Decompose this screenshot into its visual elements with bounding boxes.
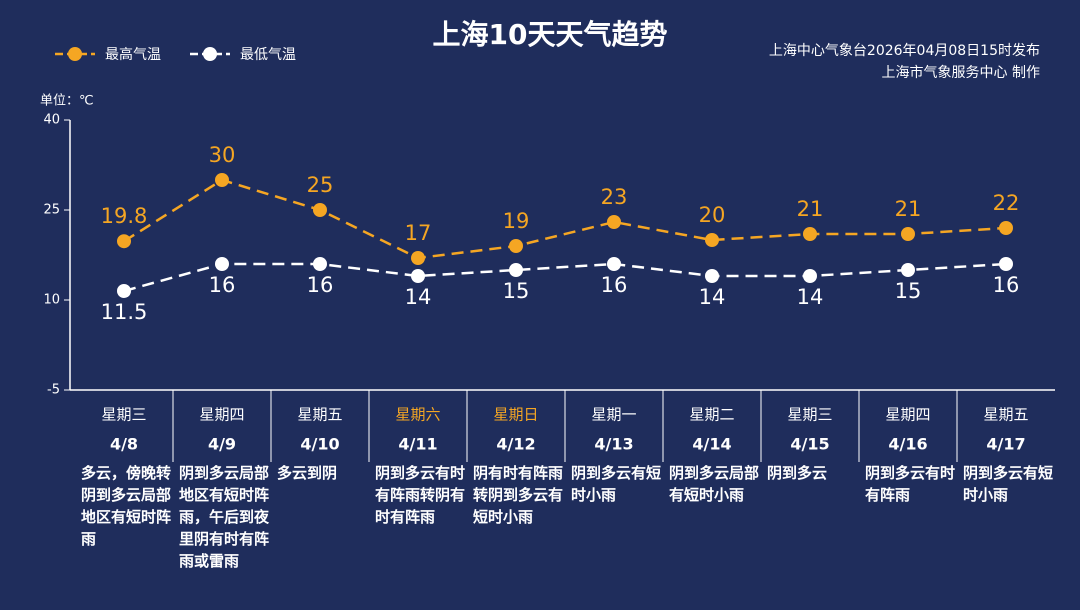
point — [509, 239, 523, 253]
x-tick-label: 4/15 — [790, 435, 829, 454]
data-label: 19.8 — [101, 204, 148, 228]
point — [215, 257, 229, 271]
weekday-label: 星期四 — [199, 406, 244, 424]
x-tick-label: 4/10 — [300, 435, 339, 454]
weekday-label: 星期三 — [101, 406, 146, 424]
data-label: 21 — [797, 197, 824, 221]
legend-label: 最高气温 — [105, 46, 161, 63]
x-tick-label: 4/17 — [986, 435, 1025, 454]
source: 上海中心气象台2026年04月08日15时发布 — [769, 43, 1040, 59]
weekday-label: 星期二 — [689, 406, 734, 424]
data-label: 22 — [993, 191, 1020, 215]
weekday-label: 星期五 — [983, 406, 1028, 424]
weekday-label: 星期六 — [395, 406, 440, 424]
weekday-label: 星期一 — [591, 406, 636, 424]
data-label: 16 — [209, 273, 236, 297]
weather-description: 阴到多云局部有短时小雨 — [669, 464, 760, 504]
y-tick-label: 40 — [43, 113, 60, 128]
source: 上海市气象服务中心 制作 — [882, 64, 1040, 81]
weekday-label: 星期日 — [493, 406, 538, 424]
data-label: 25 — [307, 173, 334, 197]
point — [607, 215, 621, 229]
data-label: 14 — [405, 285, 432, 309]
x-tick-label: 4/16 — [888, 435, 927, 454]
data-label: 15 — [503, 279, 530, 303]
weather-description: 多云，傍晚转阴到多云局部地区有短时阵雨 — [81, 464, 172, 548]
data-label: 30 — [209, 143, 236, 167]
x-tick-label: 4/9 — [208, 435, 236, 454]
y-tick-label: 10 — [43, 293, 60, 308]
data-label: 14 — [797, 285, 824, 309]
weekday-label: 星期三 — [787, 406, 832, 424]
y-tick-label: 25 — [43, 203, 60, 218]
series-line — [123, 262, 1007, 293]
weather-description: 多云到阴 — [277, 464, 338, 482]
legend-marker — [203, 47, 217, 61]
point — [313, 257, 327, 271]
point — [705, 233, 719, 247]
data-label: 16 — [307, 273, 334, 297]
weekday-label: 星期五 — [297, 406, 342, 424]
weather-description: 阴到多云有短时小雨 — [963, 464, 1054, 504]
chart-title: 上海10天天气趋势 — [433, 18, 668, 51]
point — [705, 269, 719, 283]
x-tick-label: 4/12 — [496, 435, 535, 454]
series-line — [123, 178, 1007, 260]
weather-description: 阴到多云有短时小雨 — [571, 464, 662, 504]
data-label: 23 — [601, 185, 628, 209]
point — [411, 269, 425, 283]
point — [901, 227, 915, 241]
point — [999, 221, 1013, 235]
data-label: 11.5 — [101, 300, 148, 324]
data-label: 17 — [405, 221, 432, 245]
weather-description: 阴到多云 — [767, 464, 828, 482]
point — [117, 234, 131, 249]
data-label: 19 — [503, 209, 530, 233]
x-tick-label: 4/8 — [110, 435, 138, 454]
point — [901, 263, 915, 277]
data-label: 16 — [601, 273, 628, 297]
point — [117, 284, 131, 298]
point — [215, 173, 229, 187]
point — [607, 257, 621, 271]
x-tick-label: 4/14 — [692, 435, 731, 454]
legend-marker — [68, 47, 82, 61]
x-tick-label: 4/11 — [398, 435, 437, 454]
weather-description: 阴到多云有时有阵雨 — [865, 464, 956, 504]
y-tick-label: -5 — [47, 383, 60, 398]
point — [313, 203, 327, 217]
point — [803, 227, 817, 241]
point — [803, 269, 817, 283]
x-tick-label: 4/13 — [594, 435, 633, 454]
unit-label: 单位：℃ — [40, 94, 94, 109]
point — [509, 263, 523, 277]
data-label: 21 — [895, 197, 922, 221]
data-label: 20 — [699, 203, 726, 227]
legend-label: 最低气温 — [240, 47, 296, 63]
point — [411, 251, 425, 265]
data-label: 16 — [993, 273, 1020, 297]
weekday-label: 星期四 — [885, 406, 930, 424]
weather-description: 阴到多云局部地区有短时阵雨，午后到夜里阴有时有阵雨或雷雨 — [179, 464, 270, 570]
weather-description: 阴有时有阵雨转阴到多云有短时小雨 — [473, 464, 564, 526]
point — [999, 257, 1013, 271]
weather-description: 阴到多云有时有阵雨转阴有时有阵雨 — [375, 464, 466, 526]
data-label: 14 — [699, 285, 726, 309]
data-label: 15 — [895, 279, 922, 303]
